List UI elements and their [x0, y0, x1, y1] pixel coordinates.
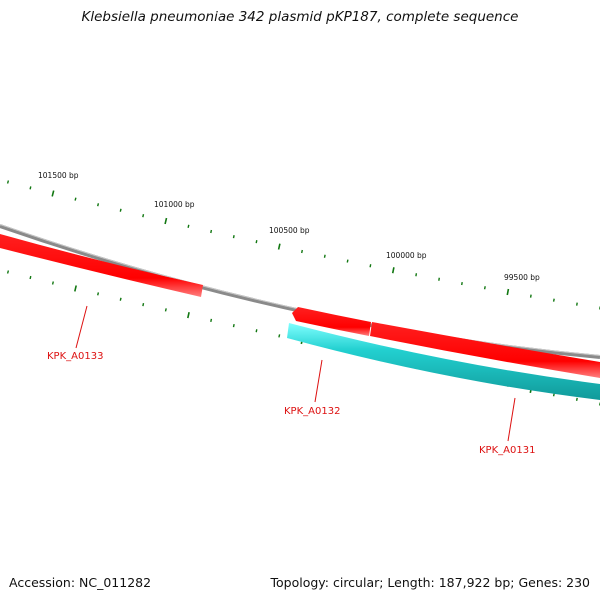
accession-text: Accession: NC_011282	[9, 575, 152, 590]
major-tick	[187, 312, 190, 319]
outer-tick-ring	[6, 180, 600, 310]
gene-KPK_A0131[interactable]	[370, 322, 600, 378]
minor-tick	[164, 308, 167, 312]
minor-tick	[301, 249, 303, 254]
map-title: Klebsiella pneumoniae 342 plasmid pKP187…	[81, 9, 519, 25]
minor-tick	[278, 334, 281, 338]
scale-label: 101500 bp	[38, 171, 79, 180]
minor-tick	[232, 323, 235, 328]
minor-tick	[369, 264, 372, 268]
minor-tick	[97, 203, 100, 207]
gene-callout-line	[314, 359, 323, 403]
minor-tick	[255, 329, 258, 333]
gene-label: KPK_A0133	[47, 351, 103, 362]
minor-tick	[346, 259, 349, 263]
summary-text: Topology: circular; Length: 187,922 bp; …	[270, 575, 591, 590]
minor-tick	[74, 197, 77, 201]
scale-label: 100000 bp	[386, 251, 427, 260]
scale-label: 100500 bp	[269, 226, 310, 235]
scale-label: 101000 bp	[154, 200, 195, 209]
major-tick	[391, 267, 395, 274]
minor-tick	[97, 292, 100, 296]
major-tick	[74, 285, 77, 292]
gene-KPK_A0132[interactable]	[292, 307, 371, 336]
major-tick	[51, 190, 55, 197]
minor-tick	[461, 281, 463, 286]
major-tick	[277, 243, 281, 250]
minor-tick	[529, 294, 532, 298]
minor-tick	[6, 180, 10, 184]
scale-label: 99500 bp	[504, 273, 540, 282]
minor-tick	[576, 302, 578, 306]
minor-tick	[552, 298, 555, 302]
major-tick	[506, 288, 510, 296]
minor-tick	[119, 297, 122, 301]
minor-tick	[438, 277, 440, 281]
minor-tick	[210, 318, 213, 323]
minor-tick	[255, 240, 258, 244]
minor-tick	[6, 270, 10, 274]
minor-tick	[29, 275, 32, 280]
gene-label: KPK_A0131	[479, 445, 535, 456]
gene-callout-line	[507, 397, 516, 442]
minor-tick	[210, 229, 213, 234]
gene-KPK_A0133[interactable]	[0, 234, 203, 297]
minor-tick	[142, 214, 145, 218]
major-tick	[164, 217, 168, 225]
minor-tick	[142, 302, 145, 307]
minor-tick	[119, 208, 122, 212]
gene-callout-line	[75, 305, 88, 349]
minor-tick	[232, 235, 235, 239]
minor-tick	[323, 254, 326, 258]
minor-tick	[29, 186, 32, 190]
minor-tick	[415, 273, 418, 277]
gene-reverse-strand[interactable]	[287, 323, 600, 400]
gene-label: KPK_A0132	[284, 406, 340, 417]
minor-tick	[51, 281, 54, 285]
minor-tick	[187, 224, 190, 228]
minor-tick	[575, 397, 578, 401]
minor-tick	[483, 286, 486, 290]
